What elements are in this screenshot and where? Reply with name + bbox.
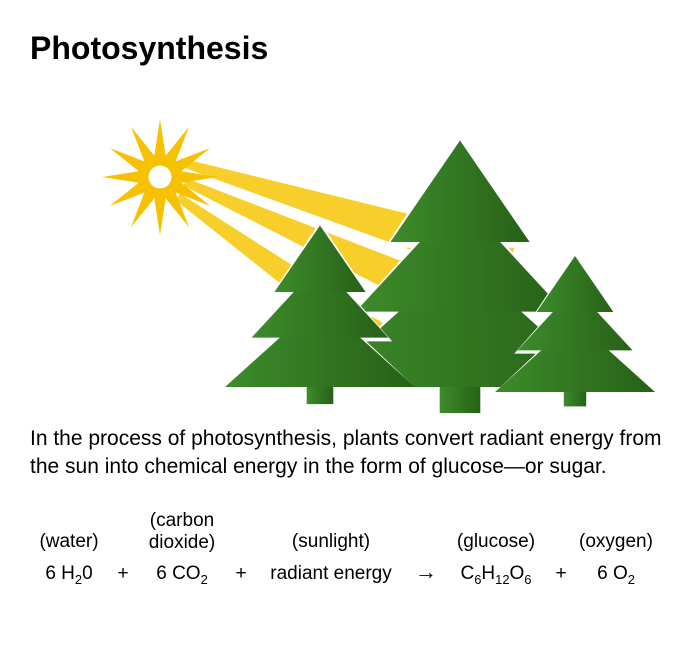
- term-glucose: C6H12O6: [446, 563, 546, 585]
- equation: (water) (carbon dioxide) (sunlight) (glu…: [30, 510, 670, 586]
- term-oxygen: 6 O2: [576, 563, 656, 585]
- label-co2-l1: (carbon: [138, 510, 226, 532]
- term-co2: 6 CO2: [138, 563, 226, 585]
- label-water: (water): [39, 531, 98, 552]
- label-oxygen: (oxygen): [579, 531, 653, 552]
- term-plus-1: +: [108, 563, 138, 585]
- label-co2-l2: dioxide): [138, 532, 226, 554]
- illustration-svg: [30, 77, 670, 417]
- term-arrow: →: [406, 559, 446, 585]
- term-plus-3: +: [546, 563, 576, 585]
- label-glucose: (glucose): [457, 531, 535, 552]
- page-title: Photosynthesis: [30, 30, 670, 67]
- illustration: [30, 77, 670, 417]
- term-energy: radiant energy: [256, 563, 406, 585]
- equation-labels-row: (water) (carbon dioxide) (sunlight) (glu…: [30, 510, 670, 554]
- term-water: 6 H20: [30, 563, 108, 585]
- equation-terms-row: 6 H20 + 6 CO2 + radiant energy → C6H12O6…: [30, 559, 670, 585]
- description-text: In the process of photosynthesis, plants…: [30, 425, 670, 482]
- label-sunlight: (sunlight): [292, 531, 370, 552]
- term-plus-2: +: [226, 563, 256, 585]
